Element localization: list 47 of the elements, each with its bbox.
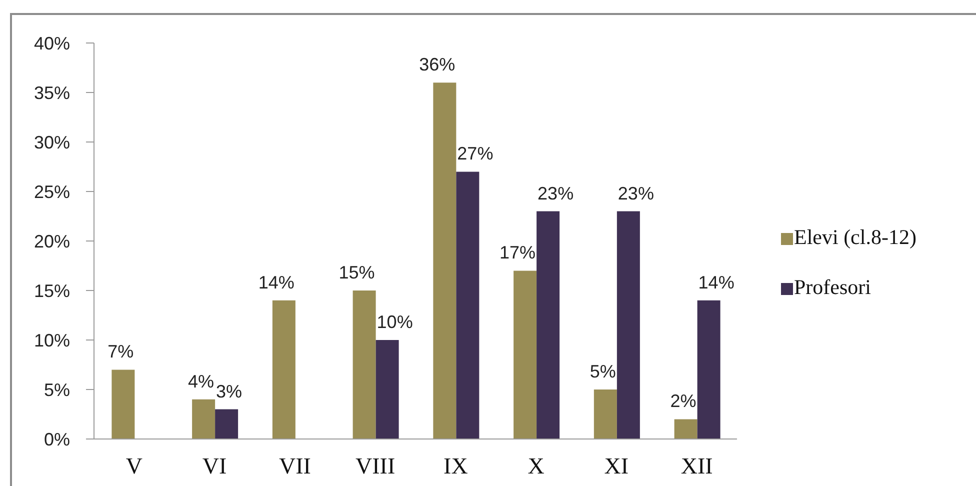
y-tick-label: 25% [34,182,70,202]
bar [514,270,537,439]
data-label: 23% [538,183,574,204]
y-tick-label: 0% [44,429,70,450]
y-tick-label: 30% [34,132,70,152]
data-label: 15% [338,262,375,282]
bar [112,370,135,439]
x-tick-label: XI [604,453,629,478]
bar [536,211,560,439]
y-tick-label: 15% [34,280,70,301]
y-tick-label: 40% [34,33,70,54]
data-label: 4% [188,371,214,392]
bar [616,211,640,439]
legend-label: Profesori [794,275,871,299]
data-label: 14% [258,272,294,292]
data-label: 27% [457,144,494,164]
bar [272,300,296,439]
bar [352,290,376,439]
data-label: 10% [376,312,413,332]
legend-label: Elevi (cl.8-12) [794,225,916,249]
bar [215,409,238,439]
y-tick-label: 20% [34,231,70,252]
x-tick-label: XII [680,453,713,478]
x-tick-label: VIII [356,453,396,478]
data-label: 17% [500,242,536,263]
bar [456,172,480,439]
data-label: 7% [108,342,134,362]
x-tick-label: X [528,453,545,478]
data-label: 3% [216,381,242,402]
bar [674,419,698,439]
x-tick-label: IX [444,453,468,478]
y-tick-label: 5% [44,380,70,400]
x-tick-label: VII [278,453,311,478]
bar [594,390,617,439]
bar [376,340,399,439]
y-tick-label: 10% [34,330,70,350]
bar [192,399,216,439]
data-label: 14% [698,272,734,292]
x-tick-label: VI [202,453,227,478]
data-label: 36% [419,54,456,75]
bar [433,82,456,439]
x-tick-label: V [126,453,143,478]
bar [697,300,720,439]
y-tick-label: 35% [34,82,70,103]
data-label: 2% [670,391,696,412]
data-label: 5% [590,362,616,382]
data-label: 23% [618,183,654,204]
